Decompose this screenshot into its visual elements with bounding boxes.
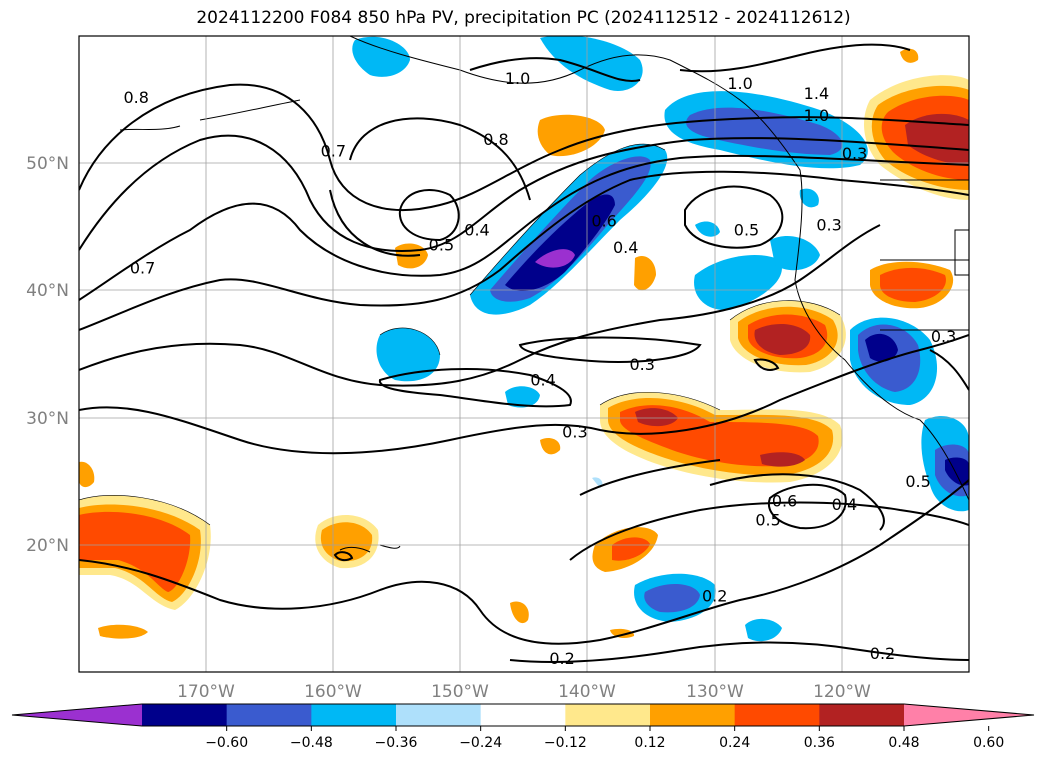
contour-label: 0.6 [591, 211, 616, 230]
contour-label: 0.7 [321, 142, 346, 161]
colorbar-bin [819, 704, 905, 726]
pv-contours [79, 43, 969, 663]
contour-label: 0.6 [772, 491, 797, 510]
colorbar-tick-label: −0.48 [290, 735, 333, 751]
contour-label: 0.5 [755, 510, 780, 529]
contour-label: 0.8 [483, 130, 508, 149]
colorbar-tick-label: −0.60 [205, 735, 248, 751]
contour-label: 0.5 [905, 472, 930, 491]
contour-label: 1.0 [804, 106, 829, 125]
contour-label: 1.4 [804, 84, 829, 103]
lon-tick-label: 170°W [177, 682, 235, 702]
colorbar-outline [11, 703, 1035, 727]
lon-tick-label: 140°W [558, 682, 616, 702]
colorbar-bin [734, 704, 820, 726]
colorbar-tick-label: 0.24 [719, 735, 750, 751]
contour-label: 0.3 [562, 423, 587, 442]
colorbar-tick-label: 0.36 [804, 735, 835, 751]
contour-label: 0.4 [613, 238, 638, 257]
contour-label: 1.0 [727, 74, 752, 93]
contour-label: 0.4 [832, 495, 857, 514]
colorbar-extend-high [904, 704, 1034, 726]
colorbar-bin [396, 704, 482, 726]
colorbar-bin [650, 704, 736, 726]
colorbar-bin [565, 704, 651, 726]
lon-tick-label: 160°W [304, 682, 362, 702]
colorbar-bin [311, 704, 397, 726]
map-frame [78, 35, 970, 673]
contour-label: 0.7 [130, 259, 155, 278]
colorbar-extend-low [12, 704, 142, 726]
map-title: 2024112200 F084 850 hPa PV, precipitatio… [196, 8, 851, 28]
coastlines [119, 36, 969, 553]
colorbar-tick-label: 0.48 [888, 735, 919, 751]
colorbar-tick-label: 0.60 [973, 735, 1004, 751]
colorbar-tick-label: 0.12 [634, 735, 665, 751]
contour-label: 0.3 [816, 215, 841, 234]
colorbar-bin [480, 704, 566, 726]
lat-tick-label: 40°N [26, 281, 69, 301]
contour-label: 0.4 [464, 220, 489, 239]
colorbar-bin [226, 704, 312, 726]
colorbar-tick-label: −0.36 [375, 735, 418, 751]
lat-tick-label: 30°N [26, 409, 69, 429]
lon-tick-label: 150°W [431, 682, 489, 702]
contour-label: 0.2 [702, 587, 727, 606]
lon-tick-label: 130°W [686, 682, 744, 702]
contour-label: 0.5 [734, 220, 759, 239]
contour-label: 0.2 [549, 649, 574, 668]
contour-label: 0.3 [931, 327, 956, 346]
lat-tick-label: 20°N [26, 536, 69, 556]
precip-outlines [79, 143, 841, 526]
contour-label: 0.8 [123, 88, 148, 107]
contour-label: 0.2 [870, 644, 895, 663]
contour-label: 0.5 [429, 236, 454, 255]
colorbar-bin [142, 704, 228, 726]
contour-label: 0.3 [842, 144, 867, 163]
colorbar-tick-label: −0.24 [459, 735, 502, 751]
contour-label: 0.4 [530, 370, 555, 389]
lon-tick-label: 120°W [813, 682, 871, 702]
lat-tick-labels: 50°N 40°N 30°N 20°N [26, 154, 69, 556]
contour-label: 1.0 [505, 69, 530, 88]
contour-labels: 0.81.0 1.01.41.00.80.7 0.30.6 0.5 0.30.40.5 0… [123, 69, 956, 668]
contour-label: 0.3 [629, 355, 654, 374]
colorbar-tick-label: −0.12 [544, 735, 587, 751]
lon-tick-labels: 170°W 160°W 150°W 140°W 130°W 120°W [177, 682, 871, 702]
colorbar: −0.60 −0.48 −0.36 −0.24 −0.12 0.12 0.24 0.36 0.4… [11, 703, 1035, 751]
lat-tick-label: 50°N [26, 154, 69, 174]
